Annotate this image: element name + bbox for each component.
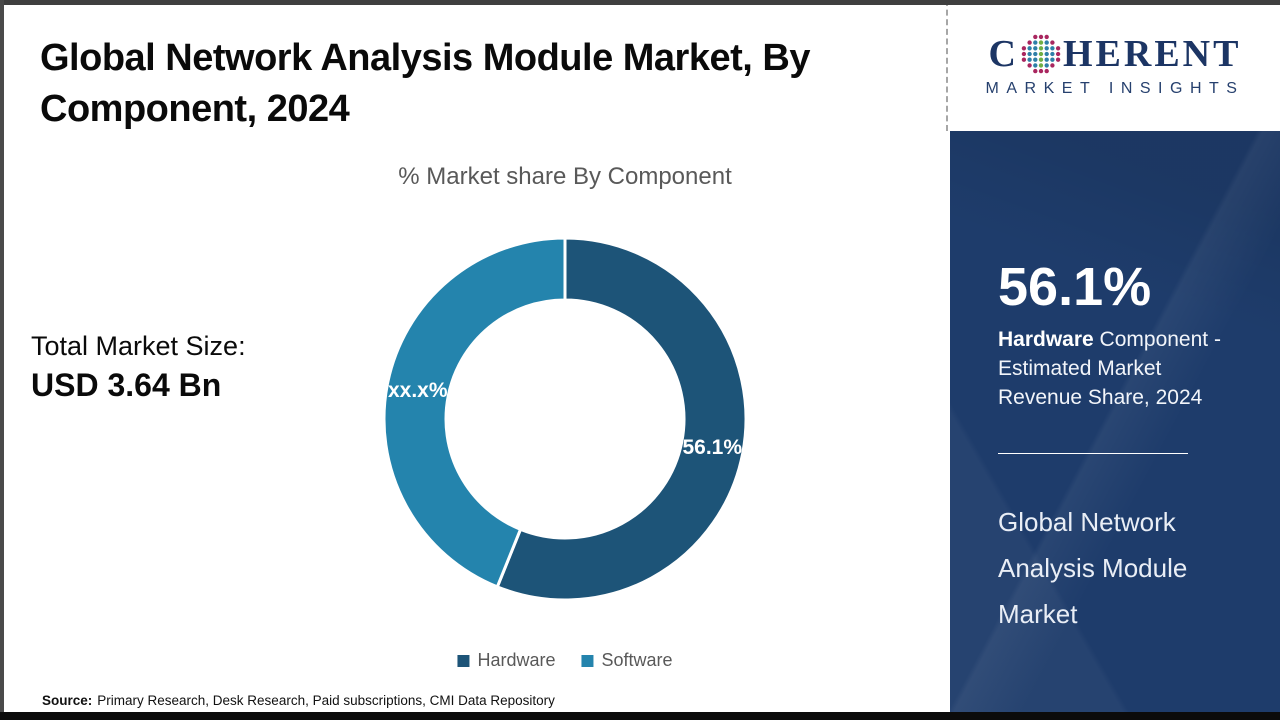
- brand-logo: C HERENT MARKET INSIGHTS: [950, 0, 1280, 131]
- sidebar-dashed-divider: [946, 0, 948, 131]
- source-line: Source: Primary Research, Desk Research, …: [42, 693, 555, 708]
- chart-area: Global Network Analysis Module Market, B…: [4, 5, 948, 712]
- slice-label-software: xx.x%: [388, 379, 448, 402]
- slice-label-hardware: 56.1%: [682, 436, 742, 459]
- legend-item-software: Software: [581, 650, 673, 671]
- frame-border-left: [0, 0, 4, 720]
- sidebar-divider-line: [998, 453, 1188, 454]
- frame-border-bottom: [0, 712, 1280, 720]
- legend-swatch-hardware: [457, 654, 470, 667]
- donut-slice-hardware: [495, 236, 748, 602]
- highlight-stat-value: 56.1%: [998, 257, 1152, 317]
- total-market-value: USD 3.64 Bn: [31, 367, 222, 403]
- page-title: Global Network Analysis Module Market, B…: [40, 37, 810, 130]
- legend-label-hardware: Hardware: [477, 650, 556, 670]
- source-text: Primary Research, Desk Research, Paid su…: [97, 693, 555, 708]
- legend-label-software: Software: [601, 650, 673, 670]
- brand-logo-wordmark: C HERENT: [989, 33, 1242, 75]
- donut-chart: 56.1% xx.x%: [382, 236, 748, 602]
- total-market-size: Total Market Size: USD 3.64 Bn: [31, 327, 246, 405]
- source-prefix: Source:: [42, 693, 93, 708]
- sidebar-market-name: Global Network Analysis Module Market: [998, 507, 1188, 629]
- stat-category-bold: Hardware: [998, 328, 1094, 351]
- chart-subtitle: % Market share By Component: [398, 163, 732, 190]
- logo-letters-herent: HERENT: [1062, 33, 1242, 75]
- highlight-stat-description: Hardware Component - Estimated Market Re…: [998, 325, 1232, 412]
- donut-slice-software: [382, 236, 567, 589]
- legend-item-hardware: Hardware: [457, 650, 555, 671]
- globe-dots-icon: [1021, 34, 1061, 74]
- brand-logo-subtitle: MARKET INSIGHTS: [985, 80, 1245, 97]
- chart-legend: Hardware Software: [457, 650, 673, 671]
- legend-swatch-software: [581, 654, 594, 667]
- highlight-stat: 56.1% Hardware Component - Estimated Mar…: [998, 257, 1232, 412]
- total-market-label: Total Market Size:: [31, 331, 246, 361]
- stat-description-rest: Component - Estimated Market Revenue Sha…: [998, 328, 1221, 409]
- logo-letter-c: C: [988, 33, 1019, 75]
- sidebar-panel: 56.1% Hardware Component - Estimated Mar…: [950, 131, 1280, 712]
- frame-border-top: [0, 0, 1280, 5]
